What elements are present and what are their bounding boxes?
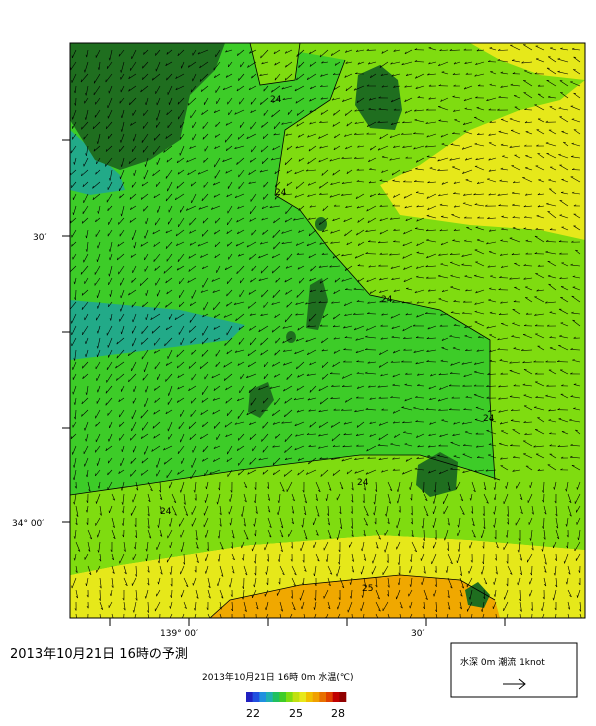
temperature-field	[69, 43, 585, 625]
